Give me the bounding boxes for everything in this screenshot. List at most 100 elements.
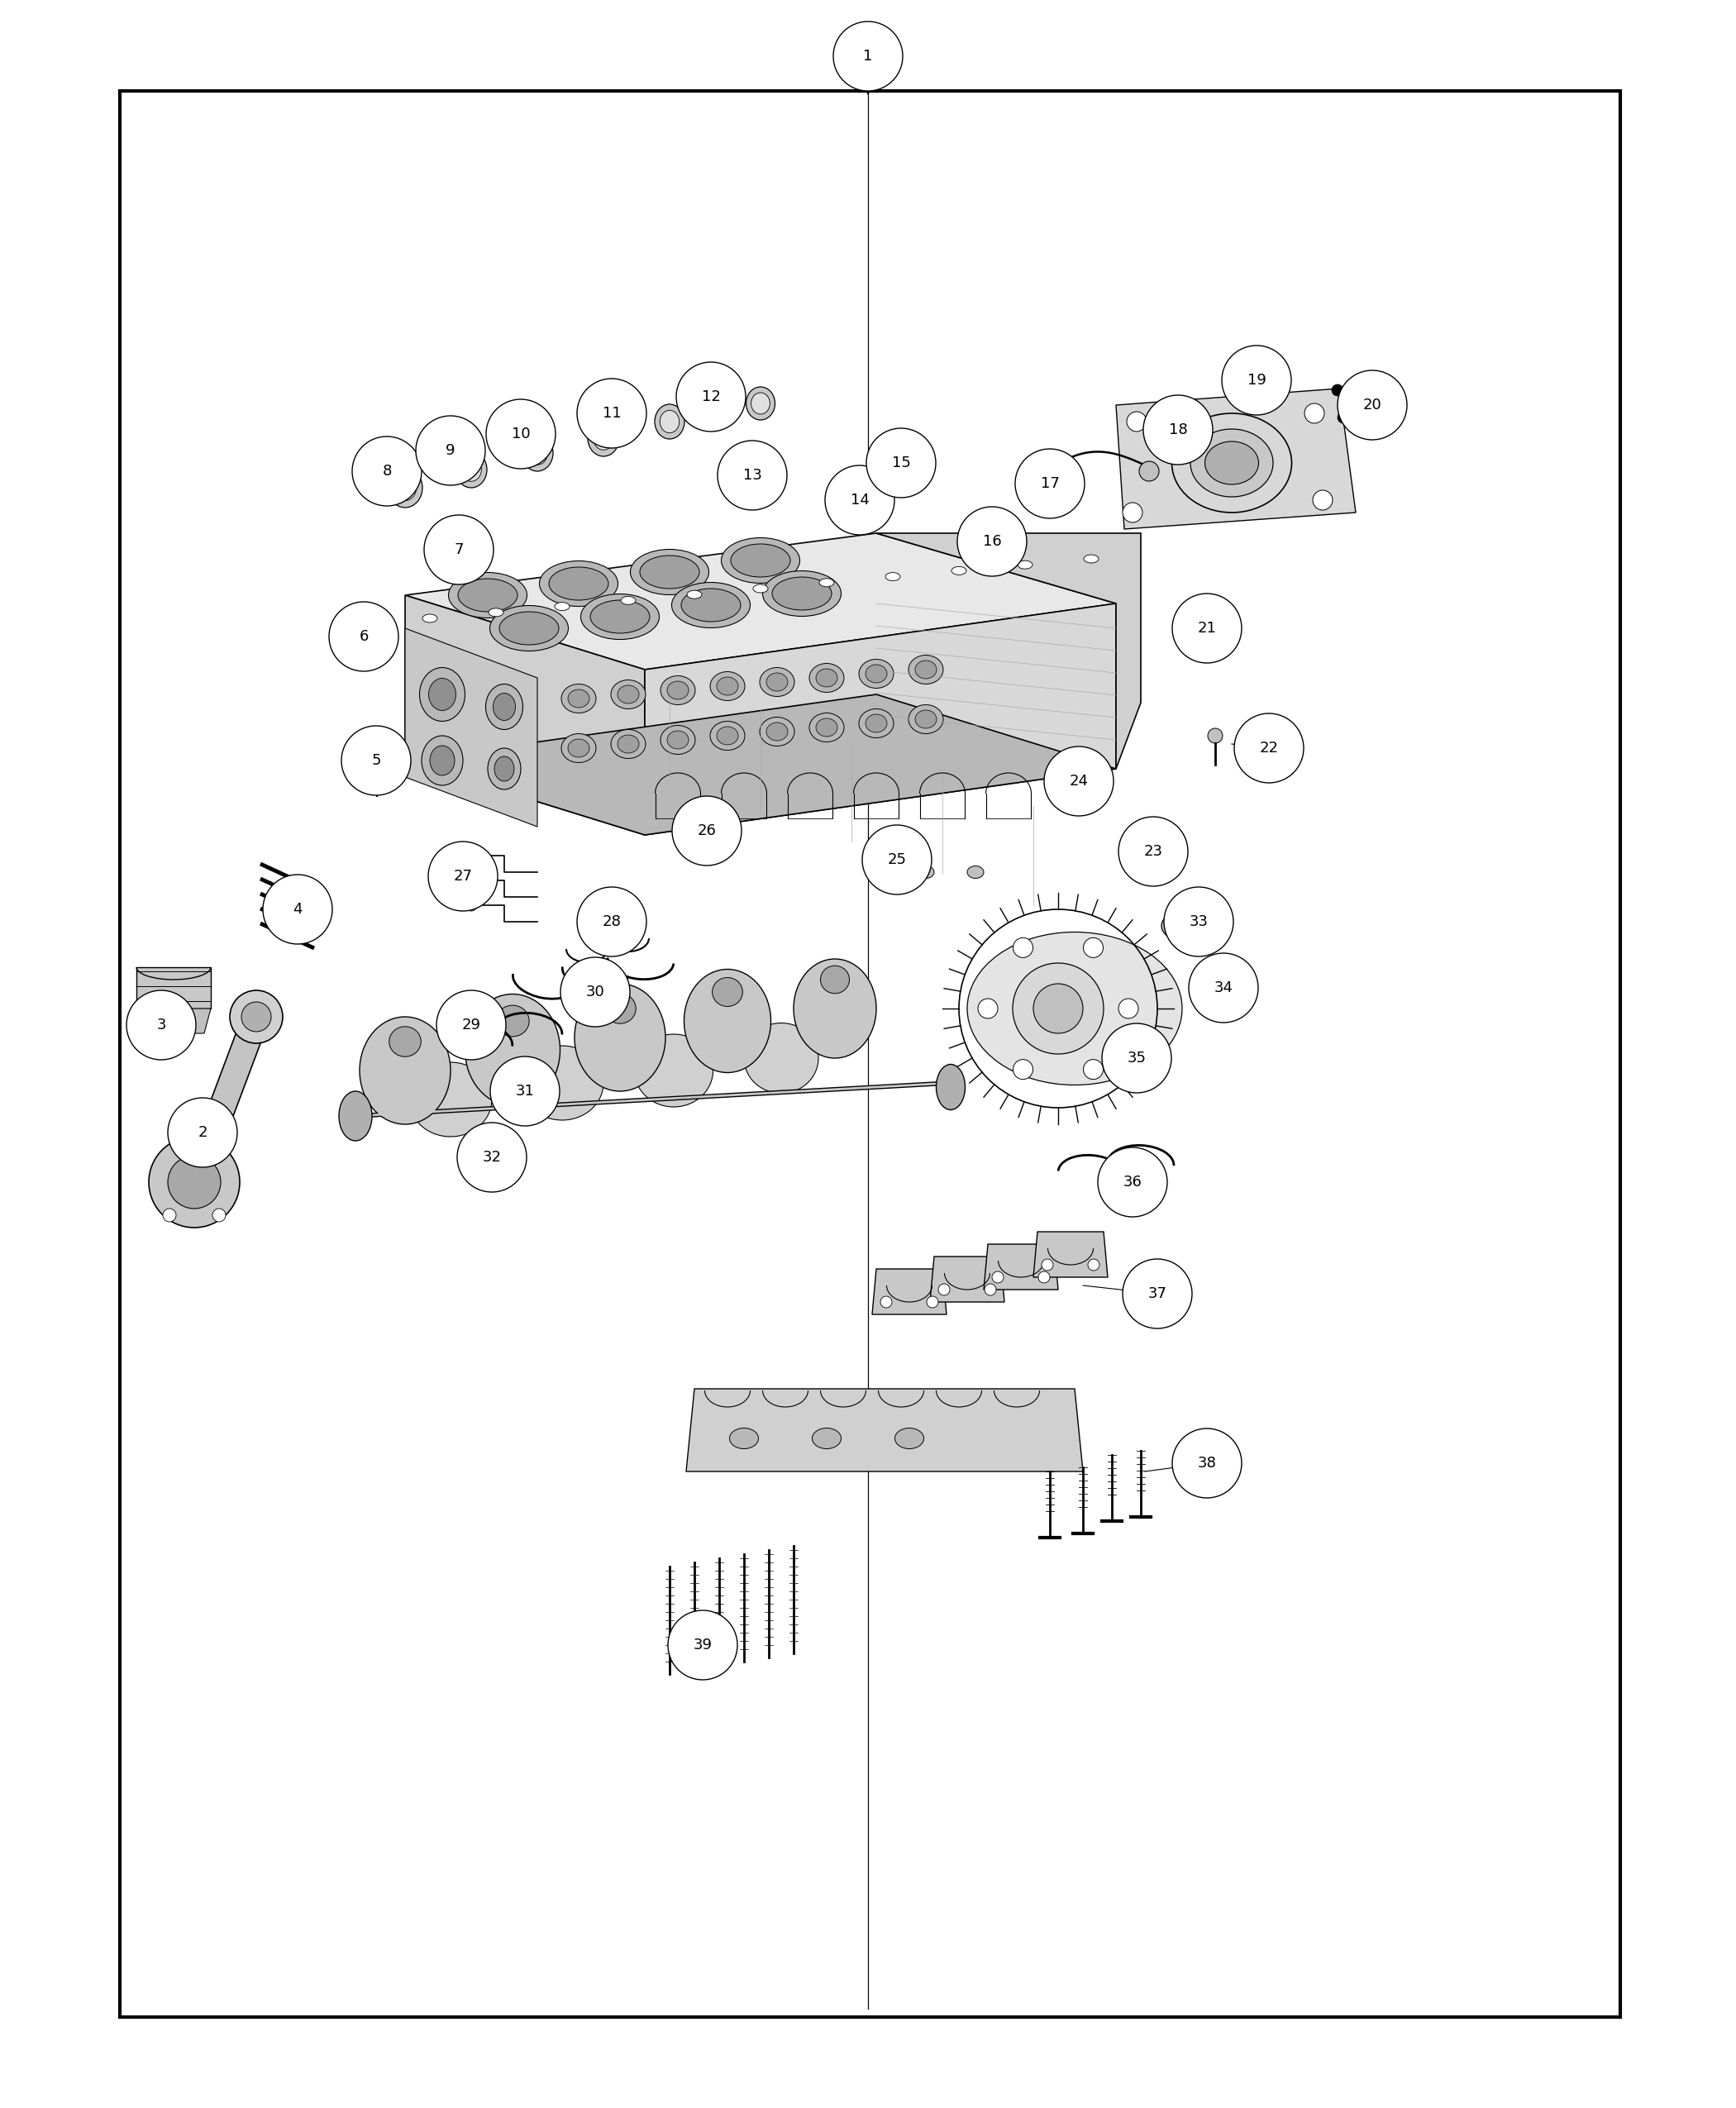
Circle shape <box>1312 491 1333 510</box>
Ellipse shape <box>611 729 646 759</box>
Ellipse shape <box>712 978 743 1006</box>
Polygon shape <box>404 594 644 835</box>
Ellipse shape <box>760 717 795 746</box>
Polygon shape <box>644 603 1116 835</box>
Text: 8: 8 <box>382 464 392 479</box>
Text: 28: 28 <box>602 915 621 930</box>
Ellipse shape <box>359 1016 451 1124</box>
Circle shape <box>1337 411 1349 424</box>
Ellipse shape <box>630 550 708 594</box>
Text: 22: 22 <box>1259 740 1278 755</box>
Circle shape <box>1172 594 1241 664</box>
Ellipse shape <box>528 441 547 466</box>
Circle shape <box>833 21 903 91</box>
Text: 20: 20 <box>1363 398 1382 413</box>
Text: 30: 30 <box>585 984 604 999</box>
Text: 37: 37 <box>1147 1286 1167 1301</box>
Ellipse shape <box>594 426 615 449</box>
Circle shape <box>863 824 932 894</box>
Ellipse shape <box>1076 776 1090 790</box>
Circle shape <box>1222 346 1292 415</box>
Text: 10: 10 <box>512 426 529 441</box>
Ellipse shape <box>589 419 620 455</box>
Circle shape <box>927 1296 937 1307</box>
Ellipse shape <box>521 434 554 472</box>
Ellipse shape <box>693 401 712 422</box>
Text: 26: 26 <box>698 824 717 839</box>
Text: 38: 38 <box>1198 1457 1217 1471</box>
Circle shape <box>262 875 332 944</box>
Ellipse shape <box>760 668 795 696</box>
Ellipse shape <box>859 708 894 738</box>
Text: 13: 13 <box>743 468 762 483</box>
Circle shape <box>1337 371 1406 441</box>
Circle shape <box>356 643 368 656</box>
Ellipse shape <box>1163 833 1177 847</box>
Text: 9: 9 <box>446 443 455 457</box>
Text: 5: 5 <box>372 753 380 767</box>
Circle shape <box>429 841 498 911</box>
Ellipse shape <box>1205 441 1259 485</box>
Circle shape <box>241 1001 271 1031</box>
Bar <box>120 91 1620 2017</box>
Ellipse shape <box>488 748 521 790</box>
Polygon shape <box>137 968 210 1008</box>
Text: 14: 14 <box>851 493 870 508</box>
Circle shape <box>825 466 894 535</box>
Ellipse shape <box>745 1022 818 1094</box>
Ellipse shape <box>918 866 934 879</box>
Circle shape <box>1304 403 1325 424</box>
Circle shape <box>465 875 477 885</box>
Circle shape <box>1042 1258 1054 1271</box>
Text: 21: 21 <box>1198 622 1217 637</box>
Polygon shape <box>1116 388 1356 529</box>
Circle shape <box>1123 1258 1193 1328</box>
Ellipse shape <box>793 959 877 1058</box>
Polygon shape <box>930 1256 1005 1303</box>
Circle shape <box>424 514 493 584</box>
Ellipse shape <box>575 984 665 1092</box>
Ellipse shape <box>885 573 901 582</box>
Circle shape <box>1102 1022 1172 1092</box>
Circle shape <box>417 415 486 485</box>
Ellipse shape <box>720 538 800 584</box>
Ellipse shape <box>731 544 790 578</box>
Text: 17: 17 <box>1040 476 1059 491</box>
Circle shape <box>1139 462 1160 481</box>
Ellipse shape <box>731 476 757 495</box>
Ellipse shape <box>431 746 455 776</box>
Text: 33: 33 <box>1189 915 1208 930</box>
Ellipse shape <box>684 970 771 1073</box>
Circle shape <box>1012 963 1104 1054</box>
Ellipse shape <box>816 719 837 736</box>
Ellipse shape <box>717 677 738 696</box>
Circle shape <box>490 1056 559 1126</box>
Circle shape <box>576 887 646 957</box>
Text: 32: 32 <box>483 1149 502 1166</box>
Ellipse shape <box>448 573 528 618</box>
Ellipse shape <box>667 731 689 748</box>
Ellipse shape <box>766 723 788 740</box>
Circle shape <box>465 850 477 862</box>
Ellipse shape <box>967 932 1182 1086</box>
Ellipse shape <box>568 689 590 708</box>
Circle shape <box>1033 984 1083 1033</box>
Ellipse shape <box>429 679 457 710</box>
Circle shape <box>1043 746 1113 816</box>
Circle shape <box>977 999 998 1018</box>
Text: 11: 11 <box>602 407 621 422</box>
Text: 18: 18 <box>1168 422 1187 436</box>
Circle shape <box>149 1136 240 1227</box>
Circle shape <box>1234 713 1304 782</box>
Circle shape <box>168 1098 238 1168</box>
Polygon shape <box>182 1012 269 1187</box>
Ellipse shape <box>687 394 717 428</box>
Ellipse shape <box>1017 561 1033 569</box>
Ellipse shape <box>465 995 561 1107</box>
Circle shape <box>1332 384 1344 396</box>
Circle shape <box>668 1611 738 1680</box>
Circle shape <box>212 1208 226 1223</box>
Ellipse shape <box>816 668 837 687</box>
Circle shape <box>373 635 387 647</box>
Ellipse shape <box>1191 430 1272 497</box>
